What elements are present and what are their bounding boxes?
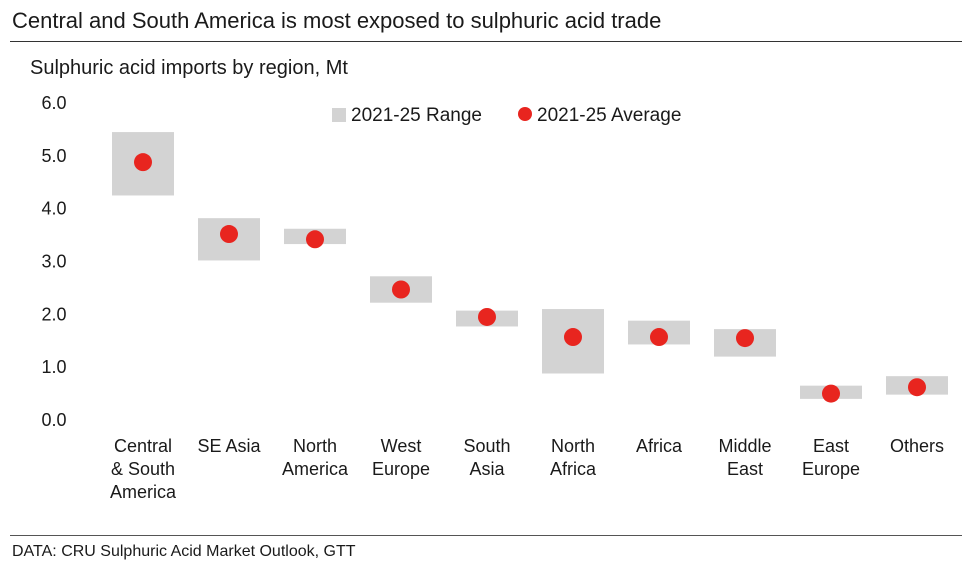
y-axis-ticks: 0.0 1.0 2.0 3.0 4.0 5.0 6.0: [41, 93, 66, 430]
average-dot: [306, 230, 324, 249]
average-dot: [650, 328, 668, 347]
category-label: East Europe: [802, 436, 860, 479]
average-dot: [564, 328, 582, 347]
source-rule: [10, 535, 962, 536]
category-labels: Central & South America SE Asia North America…: [110, 436, 944, 502]
category-label: Others: [890, 436, 944, 456]
y-tick-label: 4.0: [41, 199, 66, 219]
y-tick-label: 3.0: [41, 252, 66, 272]
source-note: DATA: CRU Sulphuric Acid Market Outlook,…: [12, 543, 356, 560]
average-dot: [908, 378, 926, 397]
average-dot: [392, 280, 410, 299]
average-dot: [822, 384, 840, 403]
average-dot: [736, 329, 754, 348]
legend-range-swatch: [332, 108, 346, 122]
title-rule: [10, 41, 962, 42]
category-label: Africa: [636, 436, 683, 456]
legend-average-swatch: [518, 107, 532, 121]
chart-title: Central and South America is most expose…: [12, 8, 662, 33]
category-label: Middle East: [718, 436, 771, 479]
chart-subtitle: Sulphuric acid imports by region, Mt: [30, 57, 348, 79]
legend: 2021-25 Range 2021-25 Average: [332, 105, 681, 126]
legend-average-label: 2021-25 Average: [537, 105, 681, 126]
y-tick-label: 0.0: [41, 410, 66, 430]
category-label: South Asia: [463, 436, 510, 479]
category-label: West Europe: [372, 436, 430, 479]
category-label: SE Asia: [197, 436, 261, 456]
category-label: North America: [282, 436, 349, 479]
average-dot: [220, 225, 238, 244]
category-label: North Africa: [550, 436, 597, 479]
y-tick-label: 6.0: [41, 93, 66, 113]
average-dot: [478, 307, 496, 326]
y-tick-label: 5.0: [41, 146, 66, 166]
category-label: Central & South America: [110, 436, 177, 502]
y-tick-label: 1.0: [41, 357, 66, 377]
average-dot: [134, 153, 152, 172]
range-average-chart: 0.0 1.0 2.0 3.0 4.0 5.0 6.0 Central & South Amer…: [41, 93, 948, 502]
legend-range-label: 2021-25 Range: [351, 105, 482, 126]
average-dots: [134, 153, 926, 403]
y-tick-label: 2.0: [41, 304, 66, 324]
range-boxes: [112, 132, 948, 399]
